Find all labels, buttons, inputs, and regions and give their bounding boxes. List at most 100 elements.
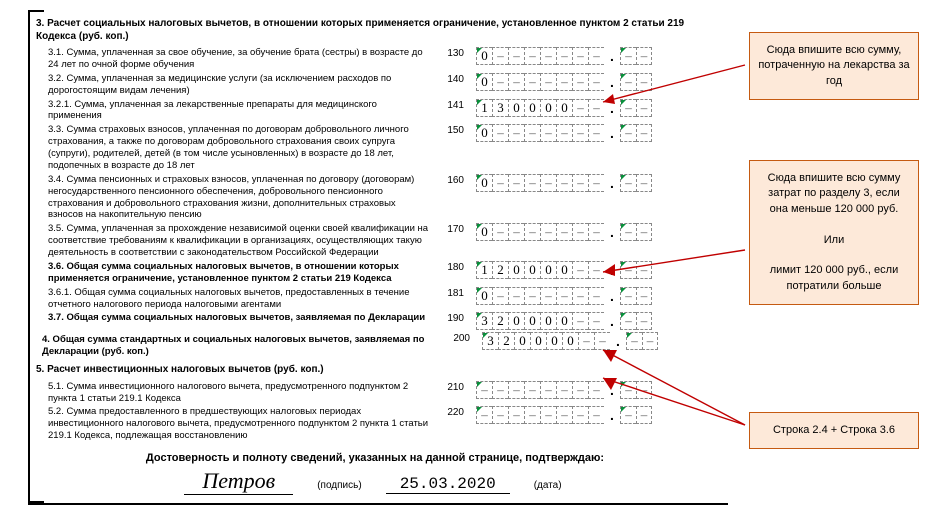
digit-cell: –: [508, 223, 524, 241]
digit-cell: –: [588, 381, 604, 399]
digit-cell: –: [556, 381, 572, 399]
digit-cell: 0: [476, 287, 492, 305]
amount-field: 320000––.––: [470, 332, 658, 350]
signature-date: 25.03.2020: [386, 475, 510, 494]
digit-cell: –: [508, 124, 524, 142]
digit-cell: –: [620, 223, 636, 241]
digit-cell: –: [540, 174, 556, 192]
digit-cell: –: [524, 223, 540, 241]
row-label: 5.2. Сумма предоставленного в предшеству…: [30, 406, 430, 442]
digit-cell: –: [588, 47, 604, 65]
section-3-title: 3. Расчет социальных налоговых вычетов, …: [36, 18, 720, 43]
digit-cell: –: [572, 381, 588, 399]
digit-cell: –: [524, 124, 540, 142]
digit-cell: –: [540, 381, 556, 399]
digit-cell: 0: [508, 261, 524, 279]
amount-field: 320000––.––: [464, 312, 652, 330]
digit-cell: –: [508, 381, 524, 399]
digit-cell: –: [556, 406, 572, 424]
digit-cell: –: [572, 47, 588, 65]
digit-cell: –: [642, 332, 658, 350]
digit-cell: 3: [482, 332, 498, 350]
digit-cell: 0: [530, 332, 546, 350]
digit-cell: –: [594, 332, 610, 350]
digit-cell: –: [508, 287, 524, 305]
row-label: 3.6. Общая сумма социальных налоговых вы…: [30, 261, 430, 285]
digit-cell: –: [524, 73, 540, 91]
digit-cell: –: [556, 124, 572, 142]
digit-cell: –: [508, 406, 524, 424]
digit-cell: –: [588, 174, 604, 192]
digit-cell: –: [540, 287, 556, 305]
signature-row: Петров (подпись) 25.03.2020 (дата): [30, 468, 720, 495]
digit-cell: –: [524, 47, 540, 65]
digit-cell: –: [588, 99, 604, 117]
callout-3: Строка 2.4 + Строка 3.6: [749, 412, 919, 449]
digit-cell: –: [476, 406, 492, 424]
digit-cell: –: [540, 124, 556, 142]
digit-cell: –: [636, 174, 652, 192]
digit-cell: –: [636, 124, 652, 142]
digit-cell: –: [492, 73, 508, 91]
row-code: 170: [430, 223, 464, 235]
digit-cell: –: [524, 406, 540, 424]
digit-cell: –: [508, 174, 524, 192]
digit-cell: –: [636, 99, 652, 117]
digit-cell: –: [620, 174, 636, 192]
row-code: 181: [430, 287, 464, 299]
row-code: 180: [430, 261, 464, 273]
digit-cell: 2: [492, 261, 508, 279]
digit-cell: –: [540, 406, 556, 424]
row-label: 3.7. Общая сумма социальных налоговых вы…: [30, 312, 430, 324]
digit-cell: 0: [476, 73, 492, 91]
row-label: 3.1. Сумма, уплаченная за свое обучение,…: [30, 47, 430, 71]
row-label: 3.5. Сумма, уплаченная за прохождение не…: [30, 223, 430, 259]
digit-cell: –: [620, 312, 636, 330]
digit-cell: –: [572, 99, 588, 117]
digit-cell: 0: [476, 124, 492, 142]
digit-cell: –: [626, 332, 642, 350]
amount-field: 0–––––––.––: [464, 73, 652, 91]
section-4-title: 4. Общая сумма стандартных и социальных …: [36, 334, 436, 358]
digit-cell: 1: [476, 261, 492, 279]
digit-cell: –: [620, 381, 636, 399]
amount-field: 0–––––––.––: [464, 223, 652, 241]
digit-cell: –: [588, 312, 604, 330]
digit-cell: –: [572, 406, 588, 424]
digit-cell: 0: [562, 332, 578, 350]
digit-cell: –: [492, 287, 508, 305]
amount-field: 0–––––––.––: [464, 174, 652, 192]
form-area: 3. Расчет социальных налоговых вычетов, …: [28, 10, 728, 505]
digit-cell: –: [636, 73, 652, 91]
digit-cell: –: [588, 287, 604, 305]
digit-cell: 0: [476, 223, 492, 241]
digit-cell: –: [636, 406, 652, 424]
digit-cell: –: [556, 174, 572, 192]
amount-field: 130000––.––: [464, 99, 652, 117]
digit-cell: –: [492, 223, 508, 241]
digit-cell: 0: [476, 47, 492, 65]
digit-cell: –: [636, 223, 652, 241]
digit-cell: 0: [556, 312, 572, 330]
digit-cell: –: [508, 47, 524, 65]
digit-cell: –: [588, 261, 604, 279]
row-label: 3.2. Сумма, уплаченная за медицинские ус…: [30, 73, 430, 97]
digit-cell: –: [636, 47, 652, 65]
digit-cell: 0: [514, 332, 530, 350]
section-5-title: 5. Расчет инвестиционных налоговых вычет…: [36, 364, 720, 377]
amount-field: ––––––––.––: [464, 381, 652, 399]
digit-cell: 2: [498, 332, 514, 350]
digit-cell: 1: [476, 99, 492, 117]
digit-cell: 0: [508, 312, 524, 330]
digit-cell: –: [492, 381, 508, 399]
row-code: 200: [436, 332, 470, 344]
digit-cell: 0: [546, 332, 562, 350]
date-label: (дата): [530, 480, 566, 491]
row-code: 210: [430, 381, 464, 393]
signature-label: (подпись): [313, 480, 365, 491]
digit-cell: –: [556, 47, 572, 65]
digit-cell: –: [492, 406, 508, 424]
callout-1: Сюда впишите всю сумму, потраченную на л…: [749, 32, 919, 100]
digit-cell: –: [636, 381, 652, 399]
digit-cell: –: [556, 287, 572, 305]
